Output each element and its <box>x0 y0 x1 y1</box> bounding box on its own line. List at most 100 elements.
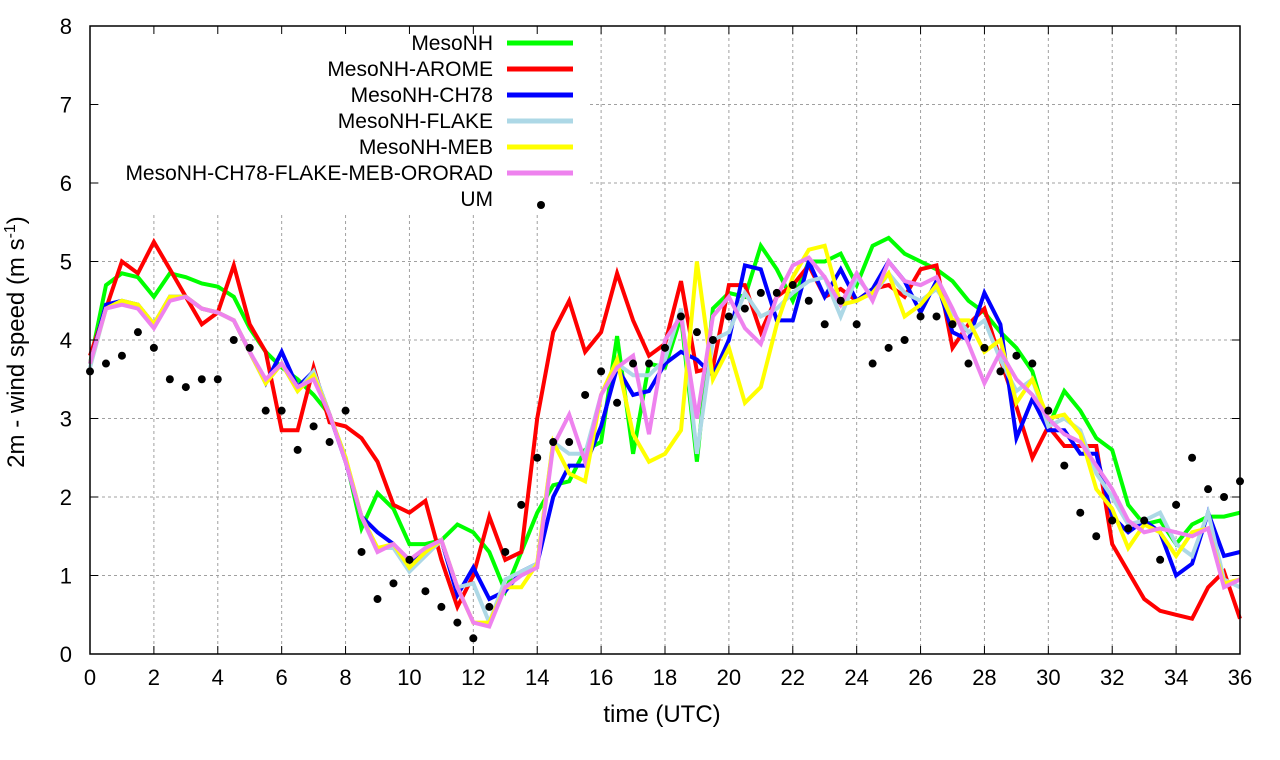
data-point <box>836 296 845 305</box>
x-tick-label: 8 <box>339 665 351 690</box>
data-point <box>421 587 430 596</box>
data-point <box>581 390 590 399</box>
data-point <box>405 555 414 564</box>
data-point <box>1204 485 1213 494</box>
data-point <box>772 288 781 297</box>
x-tick-label: 34 <box>1164 665 1188 690</box>
data-point <box>277 406 286 415</box>
data-point <box>788 281 797 290</box>
legend-label: MesoNH-CH78 <box>351 84 493 107</box>
data-point <box>357 547 366 556</box>
x-tick-label: 22 <box>781 665 805 690</box>
x-tick-label: 14 <box>525 665 549 690</box>
data-point <box>980 343 989 352</box>
data-point <box>261 406 270 415</box>
data-point <box>1124 524 1133 533</box>
data-point <box>868 359 877 368</box>
data-point <box>1188 453 1197 462</box>
series-um <box>86 281 1244 643</box>
legend-item: UM <box>460 188 545 211</box>
y-tick-label: 4 <box>60 328 72 353</box>
x-tick-label: 32 <box>1100 665 1124 690</box>
data-point <box>501 547 510 556</box>
data-point <box>629 359 638 368</box>
x-tick-labels: 0 2 4 6 8 10 12 14 16 18 20 22 24 26 28 30 32 34 36 <box>84 665 1252 690</box>
legend-item: MesoNH-FLAKE <box>338 110 573 133</box>
data-point <box>293 445 302 454</box>
y-tick-label: 2 <box>60 485 72 510</box>
x-tick-label: 0 <box>84 665 96 690</box>
data-point <box>1028 359 1037 368</box>
data-point <box>1092 532 1101 541</box>
y-tick-label: 7 <box>60 93 72 118</box>
data-point <box>117 351 126 360</box>
legend-item: MesoNH-MEB <box>359 136 573 159</box>
y-tick-labels: 0 1 2 3 4 5 6 7 8 <box>60 14 72 667</box>
y-tick-label: 1 <box>60 564 72 589</box>
data-point <box>533 453 542 462</box>
data-point <box>1012 351 1021 360</box>
data-point <box>229 336 238 344</box>
data-point <box>389 579 398 588</box>
x-tick-label: 36 <box>1228 665 1252 690</box>
legend-label: MesoNH-CH78-FLAKE-MEB-ORORAD <box>125 162 493 185</box>
data-point <box>133 328 142 337</box>
series-mesonh-ch78-flake-meb-ororad <box>88 255 1241 629</box>
legend: MesoNH MesoNH-AROME MesoNH-CH78 MesoNH-FLAK… <box>125 32 573 211</box>
data-point <box>852 320 861 329</box>
series-line <box>88 255 1241 602</box>
y-axis-label-close: ) <box>3 216 30 224</box>
y-tick-label: 5 <box>60 250 72 275</box>
data-point <box>900 336 909 344</box>
x-tick-label: 26 <box>908 665 932 690</box>
data-point <box>916 312 925 321</box>
legend-item: MesoNH-AROME <box>327 58 573 81</box>
data-point <box>692 328 701 337</box>
data-point <box>549 438 558 447</box>
x-tick-label: 2 <box>148 665 160 690</box>
data-point <box>1060 461 1069 470</box>
y-axis-label: 2m - wind speed (m s-1) <box>2 216 30 468</box>
series-layer <box>86 235 1244 643</box>
y-tick-label: 0 <box>60 642 72 667</box>
legend-label: UM <box>460 188 493 211</box>
data-point <box>245 343 254 352</box>
x-axis-label: time (UTC) <box>603 701 720 728</box>
legend-marker <box>537 201 545 209</box>
data-point <box>1108 516 1117 525</box>
data-point <box>820 320 829 329</box>
data-point <box>1076 508 1085 517</box>
data-point <box>309 422 318 431</box>
x-tick-label: 20 <box>717 665 741 690</box>
data-point <box>708 336 717 344</box>
y-tick-label: 6 <box>60 171 72 196</box>
x-tick-label: 12 <box>461 665 485 690</box>
data-point <box>181 383 190 392</box>
data-point <box>469 634 478 643</box>
data-point <box>485 602 494 611</box>
legend-item: MesoNH <box>411 32 573 55</box>
data-point <box>165 375 174 384</box>
data-point <box>197 375 206 384</box>
legend-item: MesoNH-CH78-FLAKE-MEB-ORORAD <box>125 162 573 185</box>
data-point <box>1140 516 1149 525</box>
data-point <box>1156 555 1165 564</box>
data-point <box>964 359 973 368</box>
y-axis-label-main: 2m - wind speed (m s <box>3 238 30 467</box>
y-tick-label: 8 <box>60 14 72 39</box>
legend-item: MesoNH-CH78 <box>351 84 573 107</box>
data-point <box>724 312 733 321</box>
data-point <box>341 406 350 415</box>
x-tick-label: 6 <box>276 665 288 690</box>
data-point <box>213 375 222 384</box>
data-point <box>884 343 893 352</box>
data-point <box>1044 406 1053 415</box>
x-tick-label: 30 <box>1036 665 1060 690</box>
data-point <box>1172 500 1181 509</box>
data-point <box>453 618 462 627</box>
y-axis-label-superscript: -1 <box>2 224 19 238</box>
data-point <box>740 304 749 313</box>
y-tick-label: 3 <box>60 407 72 432</box>
data-point <box>517 500 526 509</box>
data-point <box>149 343 158 352</box>
